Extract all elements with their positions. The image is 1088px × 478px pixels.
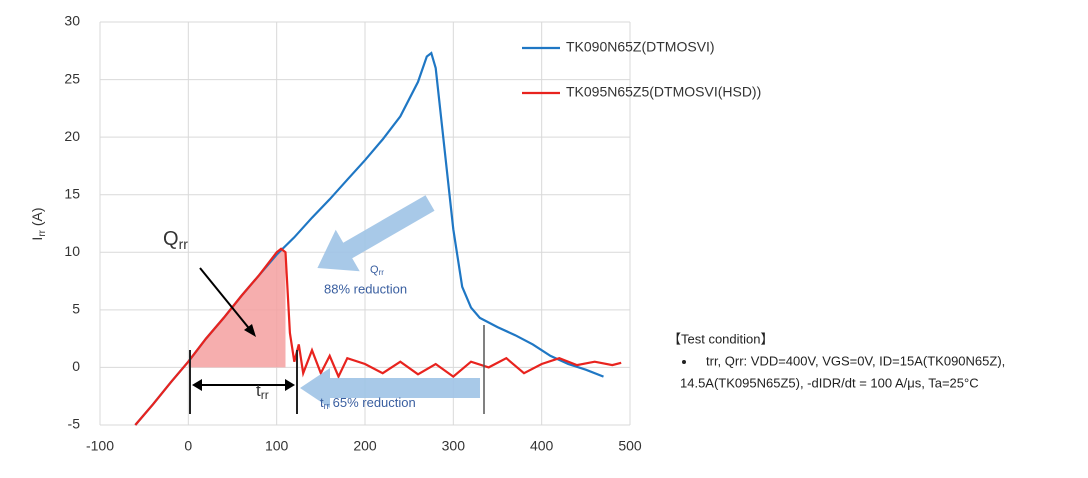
x-tick-label: 300	[442, 438, 466, 454]
x-tick-label: 100	[265, 438, 289, 454]
y-tick-label: 10	[64, 243, 80, 259]
series-line	[134, 247, 622, 426]
y-tick-label: 0	[72, 358, 80, 374]
trr-label: trr	[256, 381, 269, 402]
pointer-arrow-head	[244, 324, 256, 337]
x-tick-label: 400	[530, 438, 554, 454]
legend-label: TK090N65Z(DTMOSVI)	[566, 39, 715, 55]
x-tick-label: 200	[353, 438, 377, 454]
pointer-arrow	[199, 267, 253, 333]
qrr-label: Qrr	[163, 228, 188, 251]
bracket-head-left	[192, 379, 202, 391]
bullet	[682, 360, 686, 364]
legend-label: TK095N65Z5(DTMOSVI(HSD))	[566, 84, 761, 100]
y-tick-label: 5	[72, 301, 80, 317]
y-tick-label: 25	[64, 70, 80, 86]
y-tick-label: 20	[64, 128, 80, 144]
test-condition-line: 14.5A(TK095N65Z5), -dIDR/dt = 100 A/μs, …	[680, 375, 979, 390]
qrr-area	[188, 248, 286, 368]
qrr-reduction-symbol: Qrr	[370, 264, 384, 277]
y-axis-label: Irr (A)	[29, 207, 48, 240]
y-tick-label: -5	[68, 416, 81, 432]
x-tick-label: -100	[86, 438, 114, 454]
bracket-head-right	[285, 379, 295, 391]
trr-reduction: trr 65% reduction	[320, 395, 416, 411]
qrr-reduction-text: 88% reduction	[324, 281, 407, 296]
area-layer	[188, 248, 286, 368]
test-condition-line: trr, Qrr: VDD=400V, VGS=0V, ID=15A(TK090…	[706, 353, 1005, 368]
x-tick-label: 0	[184, 438, 192, 454]
qrr-arrow	[317, 195, 435, 272]
y-tick-label: 15	[64, 185, 80, 201]
trr-arrow	[300, 368, 480, 408]
test-condition-title: 【Test condition】	[668, 331, 774, 346]
lines	[134, 51, 622, 426]
y-tick-label: 30	[64, 13, 80, 29]
x-tick-label: 500	[618, 438, 642, 454]
